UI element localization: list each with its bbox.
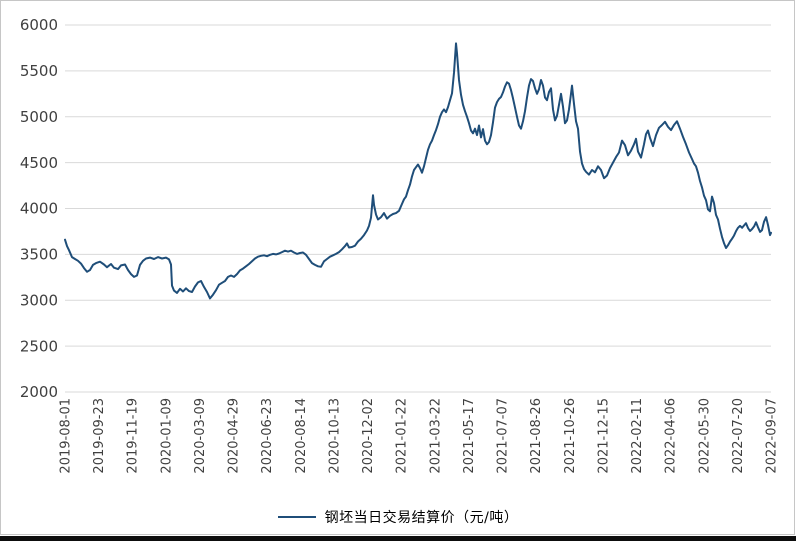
- x-axis-label: 2021-10-26: [563, 398, 578, 474]
- bottom-edge-bar: [0, 536, 796, 541]
- x-axis-label: 2021-07-07: [496, 398, 511, 474]
- x-axis-label: 2019-09-23: [92, 398, 107, 474]
- x-axis-label: 2021-01-22: [395, 398, 410, 474]
- y-axis-label: 5500: [20, 62, 58, 80]
- y-axis-label: 4000: [20, 200, 58, 218]
- x-axis-label: 2019-11-19: [126, 398, 141, 474]
- x-axis-label: 2021-08-26: [529, 398, 544, 474]
- legend-label: 钢坯当日交易结算价（元/吨）: [324, 510, 519, 526]
- y-axis-label: 2500: [20, 337, 58, 355]
- x-axis-label: 2022-09-07: [765, 398, 780, 474]
- x-axis-label: 2019-08-01: [59, 398, 74, 474]
- legend: 钢坯当日交易结算价（元/吨）: [0, 505, 796, 529]
- x-axis-label: 2020-03-09: [193, 398, 208, 474]
- y-axis-label: 3500: [20, 246, 58, 264]
- x-axis-label: 2022-02-11: [630, 398, 645, 474]
- series-line: [64, 42, 772, 300]
- x-axis-label: 2021-03-22: [428, 398, 443, 474]
- x-axis-label: 2022-07-20: [731, 398, 746, 474]
- y-axis-label: 6000: [20, 16, 58, 34]
- x-axis-label: 2020-10-13: [328, 398, 343, 474]
- x-axis-label: 2020-08-14: [294, 398, 309, 474]
- x-axis-label: 2020-01-09: [159, 398, 174, 474]
- x-axis-label: 2022-05-30: [697, 398, 712, 474]
- y-axis-label: 3000: [20, 291, 58, 309]
- y-axis-label: 4500: [20, 154, 58, 172]
- x-axis-label: 2022-04-06: [664, 398, 679, 474]
- legend-line-swatch: [277, 516, 316, 518]
- x-axis-label: 2020-06-23: [260, 398, 275, 474]
- y-axis-label: 2000: [20, 383, 58, 401]
- x-axis-label: 2020-04-29: [227, 398, 242, 474]
- x-axis-label: 2020-12-02: [361, 398, 376, 474]
- y-axis-label: 5000: [20, 108, 58, 126]
- x-axis-label: 2021-05-17: [462, 398, 477, 474]
- x-axis-label: 2021-12-15: [596, 398, 611, 474]
